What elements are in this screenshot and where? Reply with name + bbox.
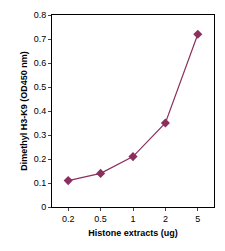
svg-text:2: 2 <box>163 214 168 224</box>
svg-text:1: 1 <box>130 214 135 224</box>
svg-text:0.2: 0.2 <box>62 214 75 224</box>
svg-text:0.8: 0.8 <box>34 10 47 20</box>
svg-text:5: 5 <box>195 214 200 224</box>
svg-text:0: 0 <box>41 202 46 212</box>
svg-text:0.3: 0.3 <box>34 130 47 140</box>
svg-text:Histone extracts (ug): Histone extracts (ug) <box>88 228 178 238</box>
svg-text:Dimethyl H3-K9 (OD450 nm): Dimethyl H3-K9 (OD450 nm) <box>19 51 29 171</box>
svg-text:0.4: 0.4 <box>34 106 47 116</box>
svg-text:0.1: 0.1 <box>34 178 47 188</box>
svg-text:0.5: 0.5 <box>94 214 107 224</box>
svg-text:0.7: 0.7 <box>34 34 47 44</box>
svg-text:0.5: 0.5 <box>34 82 47 92</box>
svg-text:0.6: 0.6 <box>34 58 47 68</box>
svg-text:0.2: 0.2 <box>34 154 47 164</box>
